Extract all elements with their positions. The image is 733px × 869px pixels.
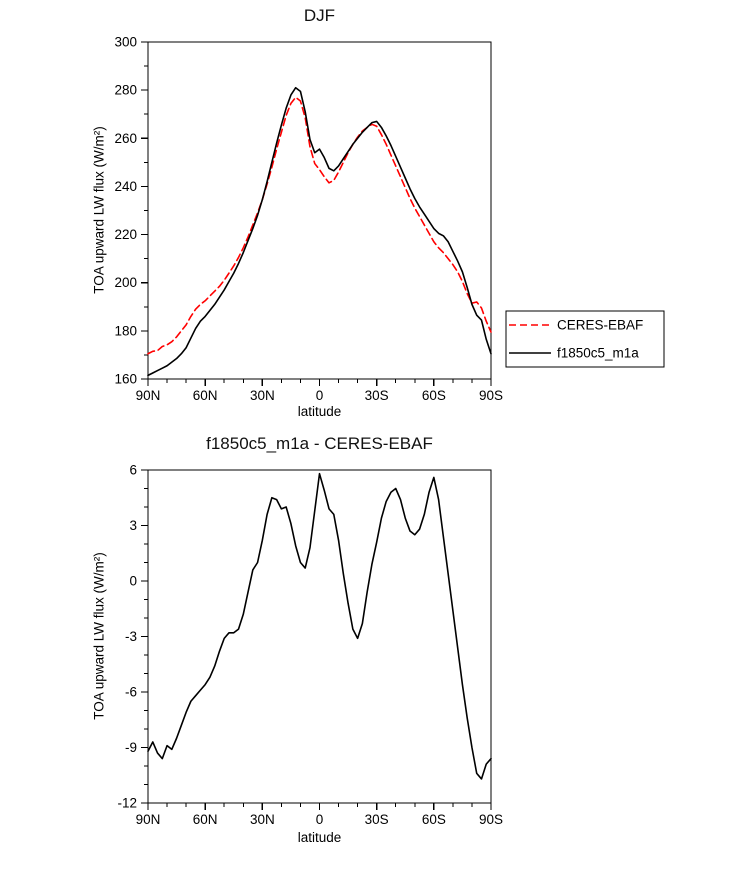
x-axis-label: latitude [297,404,342,419]
y-tick-label: -6 [125,685,137,700]
x-tick-label: 90N [136,812,161,827]
x-tick-label: 30S [365,812,389,827]
x-axis-label: latitude [297,830,342,845]
y-tick-label: 300 [114,35,137,50]
x-tick-label: 90N [136,388,161,403]
y-tick-label: -12 [117,796,137,811]
y-tick-label: 200 [114,275,137,290]
y-axis-label: TOA upward LW flux (W/m²) [91,552,107,720]
y-tick-label: 6 [129,463,137,478]
chart-title: f1850c5_m1a - CERES-EBAF [206,434,433,453]
x-tick-label: 30S [365,388,389,403]
x-tick-label: 30N [250,812,275,827]
legend-entry-label: CERES-EBAF [557,318,643,333]
series-ceres-ebaf [147,96,492,355]
series-f1850c5_m1a---ceres-ebaf [147,472,492,780]
djf-line-plot: 160 180 200 220 240 260 280 300 90N 60N 30N 0 30S 60S… [114,35,665,403]
y-tick-label: 3 [129,518,137,533]
y-tick-label: 220 [114,227,137,242]
y-tick-label: -3 [125,629,137,644]
y-tick-label: 180 [114,323,137,338]
x-tick-label: 60N [193,812,218,827]
x-tick-label: 60S [422,388,446,403]
x-tick-label: 90S [479,812,503,827]
y-tick-label: -9 [125,740,137,755]
y-tick-label: 260 [114,131,137,146]
y-axis-label: TOA upward LW flux (W/m²) [91,126,107,294]
x-tick-label: 0 [316,812,324,827]
chart-title: DJF [303,6,336,25]
difference-line-plot: -12 -9 -6 -3 0 3 6 90N 60N 30N 0 30S 60S 90S [117,463,503,828]
x-tick-label: 30N [250,388,275,403]
top-chart-djf: 160 180 200 220 240 260 280 300 90N 60N 30N 0 30S 60S… [0,0,733,430]
legend-entry-label: f1850c5_m1a [557,346,639,361]
y-tick-label: 160 [114,372,137,387]
y-tick-label: 280 [114,83,137,98]
x-tick-label: 60N [193,388,218,403]
plot-frame [147,469,492,804]
x-tick-label: 90S [479,388,503,403]
plot-frame [147,41,492,380]
difference-chart: -12 -9 -6 -3 0 3 6 90N 60N 30N 0 30S 60S 90S f1850c5_… [0,430,733,869]
y-tick-label: 0 [129,574,137,589]
y-tick-label: 240 [114,179,137,194]
x-tick-label: 0 [316,388,324,403]
series-f1850c5_m1a [147,86,492,377]
legend-box [505,310,665,368]
x-tick-label: 60S [422,812,446,827]
